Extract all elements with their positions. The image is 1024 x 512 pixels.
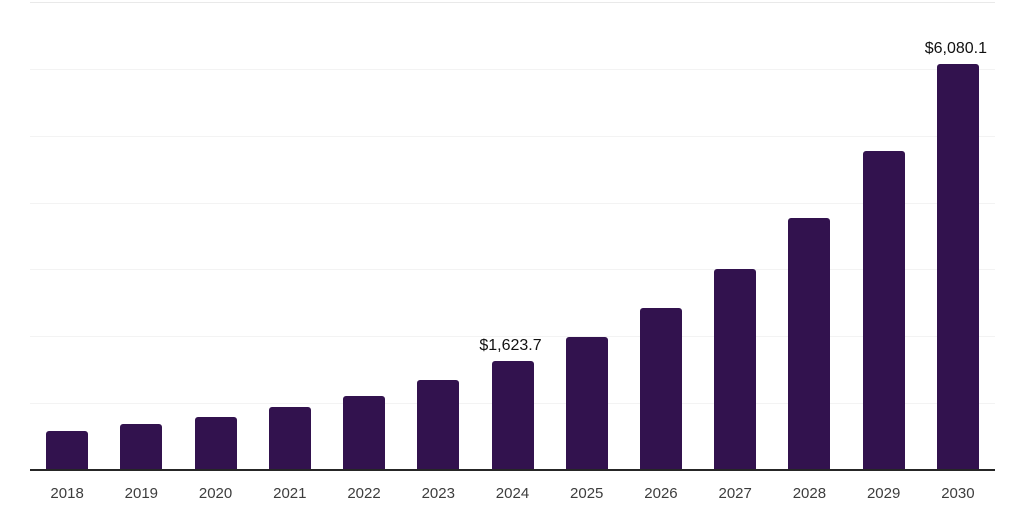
x-axis-label-2018: 2018 <box>50 485 84 502</box>
x-axis-line <box>30 469 995 471</box>
data-label-2030: $6,080.1 <box>924 39 988 57</box>
bar-2028[interactable] <box>788 217 831 470</box>
bar-2026[interactable] <box>639 308 682 470</box>
x-axis-label-2024: 2024 <box>495 485 530 502</box>
x-axis-label-2019: 2019 <box>124 485 159 502</box>
x-axis-label-2026: 2026 <box>644 485 678 502</box>
x-axis-label-2021: 2021 <box>273 485 307 502</box>
gridline <box>30 135 995 137</box>
gridline <box>30 2 995 3</box>
bar-2024[interactable] <box>491 361 534 470</box>
bar-2030[interactable] <box>936 63 979 470</box>
bar-2020[interactable] <box>194 416 237 470</box>
gridline <box>30 68 995 70</box>
bar-2029[interactable] <box>862 151 905 470</box>
x-axis-label-2029: 2029 <box>866 485 901 502</box>
x-axis-label-2025: 2025 <box>570 485 604 502</box>
gridline <box>30 269 995 271</box>
bar-2023[interactable] <box>417 380 460 470</box>
x-axis-label-2030: 2030 <box>941 485 975 502</box>
bar-2025[interactable] <box>565 337 608 470</box>
x-axis-label-2020: 2020 <box>198 485 233 502</box>
x-axis-label-2027: 2027 <box>718 485 752 502</box>
data-label-2024: $1,623.7 <box>479 337 542 355</box>
gridline <box>30 336 995 338</box>
bar-2022[interactable] <box>343 395 386 470</box>
bar-2027[interactable] <box>714 269 757 470</box>
gridline <box>30 202 995 204</box>
x-axis-label-2028: 2028 <box>792 485 827 502</box>
bar-2019[interactable] <box>120 424 163 470</box>
bar-2021[interactable] <box>268 407 311 470</box>
x-axis-label-2022: 2022 <box>347 485 381 502</box>
bar-2018[interactable] <box>46 430 89 470</box>
x-axis-label-2023: 2023 <box>421 485 455 502</box>
